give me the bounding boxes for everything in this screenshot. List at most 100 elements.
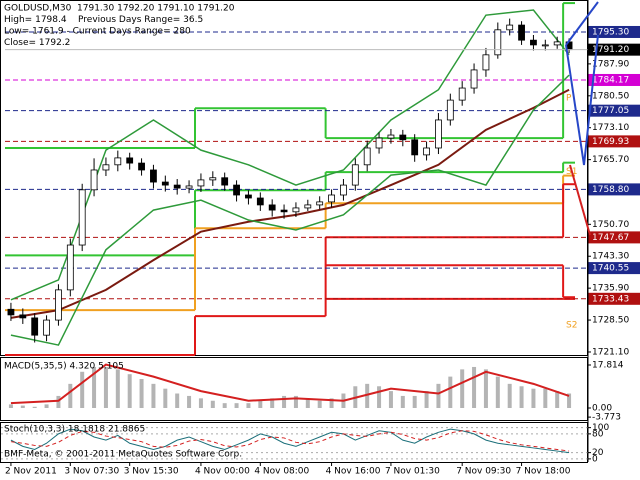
candle-body [31, 317, 39, 336]
y-tick-label: 80 [592, 429, 604, 439]
stoch-panel [0, 422, 588, 463]
level-label: 1758.80 [592, 185, 629, 195]
header-line: GOLDUSD,M30 1791.30 1792.20 1791.10 1791… [4, 4, 235, 14]
candle-body [245, 194, 252, 199]
level-label: 1740.55 [592, 264, 629, 274]
candle-body [316, 201, 324, 206]
macd-bar [282, 395, 287, 409]
copyright: BMF-Meta, © 2001-2011 MetaQuotes Softwar… [4, 450, 242, 460]
candle-body [173, 184, 181, 189]
macd-bar [507, 383, 512, 409]
level-label: 1795.30 [592, 27, 629, 37]
macd-bar [305, 398, 310, 409]
macd-bar [531, 388, 536, 409]
level-label: 1784.17 [592, 75, 629, 85]
macd-bar [377, 386, 382, 409]
y-tick-label: 1721.10 [592, 347, 629, 357]
candle-body [375, 137, 383, 149]
y-tick-label: 1728.50 [592, 316, 629, 326]
projection-arrow [565, 34, 599, 166]
candle-body [43, 319, 50, 336]
level-label: 1777.05 [592, 106, 629, 116]
macd-bar [400, 395, 405, 409]
candle-body [292, 207, 300, 213]
x-tick-label: 2 Nov 2011 [5, 467, 57, 477]
header-line: Low= 1761.9 - Current Days Range= 280 [4, 27, 191, 37]
candle-body [423, 147, 430, 156]
x-tick-label: 3 Nov 07:30 [64, 467, 119, 477]
macd-bar [127, 374, 132, 409]
candle-body [351, 164, 359, 186]
stoch-line [10, 430, 570, 452]
y-tick-label: 0 [592, 454, 598, 464]
level-tag [588, 262, 640, 275]
y-tick-label: 1765.70 [592, 155, 629, 165]
x-tick-label: 4 Nov 00:00 [195, 467, 250, 477]
macd-bar [222, 403, 227, 409]
candle-body [399, 134, 407, 141]
macd-bar [460, 369, 465, 409]
y-tick-label: 1773.10 [592, 123, 629, 133]
candle-body [470, 69, 478, 89]
macd-bar [388, 391, 393, 409]
y-tick-label: 0.00 [592, 404, 612, 414]
macd-bar [555, 391, 560, 409]
candle-body [387, 134, 395, 139]
candle-body [209, 177, 217, 181]
y-tick-label: 20 [592, 448, 604, 458]
y-tick-label: -3.773 [592, 413, 621, 423]
macd-bar [424, 391, 429, 409]
macd-bar [210, 400, 215, 409]
x-tick-label: 4 Nov 16:00 [326, 467, 381, 477]
current-price-label: 1791.20 [592, 45, 629, 55]
panel-title: Stoch(10,3,3) 18.1818 21.8865 [4, 425, 145, 435]
macd-bar [293, 395, 298, 409]
candle-body [541, 44, 549, 47]
macd-bar [258, 400, 263, 409]
candle-body [78, 189, 86, 246]
macd-bar [115, 369, 120, 409]
candle-body [458, 87, 466, 101]
header-line: High= 1798.4 Previous Days Range= 36.5 [4, 15, 203, 25]
macd-bar [32, 406, 37, 409]
level-tag [588, 104, 640, 117]
candle-body [411, 139, 419, 156]
candle-body [268, 204, 276, 211]
macd-bar [329, 398, 334, 409]
candle-body [150, 169, 157, 183]
macd-bar [151, 383, 156, 409]
projection-arrow [565, 1, 599, 46]
y-tick-label: 1735.90 [592, 284, 629, 294]
indicator-line [10, 74, 570, 346]
level-tag [588, 183, 640, 196]
macd-bar [436, 383, 441, 409]
x-tick-label: 7 Nov 09:30 [456, 467, 511, 477]
y-tick-label: 1780.50 [592, 91, 629, 101]
candle-body [553, 41, 561, 46]
candle-body [90, 169, 98, 191]
candle-body [55, 289, 62, 321]
level-label: 1733.43 [592, 294, 629, 304]
macd-signal [10, 363, 570, 405]
indicator-line [10, 9, 570, 301]
candle-body [328, 194, 335, 203]
projection-arrow [569, 164, 591, 236]
level-tag [588, 73, 640, 86]
macd-bar [472, 366, 477, 409]
y-tick-label: 100 [592, 423, 609, 433]
candle-body [340, 184, 347, 196]
y-tick-label: 1787.90 [592, 59, 629, 69]
macd-bar [68, 383, 73, 409]
level-label: 1747.67 [592, 233, 629, 243]
macd-bar [8, 404, 13, 409]
candle-body [114, 157, 122, 166]
candle-body [66, 244, 74, 291]
macd-bar [92, 366, 97, 409]
level-tag [588, 135, 640, 148]
macd-bar [483, 369, 488, 409]
macd-bar [80, 371, 85, 409]
candle-body [435, 119, 442, 149]
